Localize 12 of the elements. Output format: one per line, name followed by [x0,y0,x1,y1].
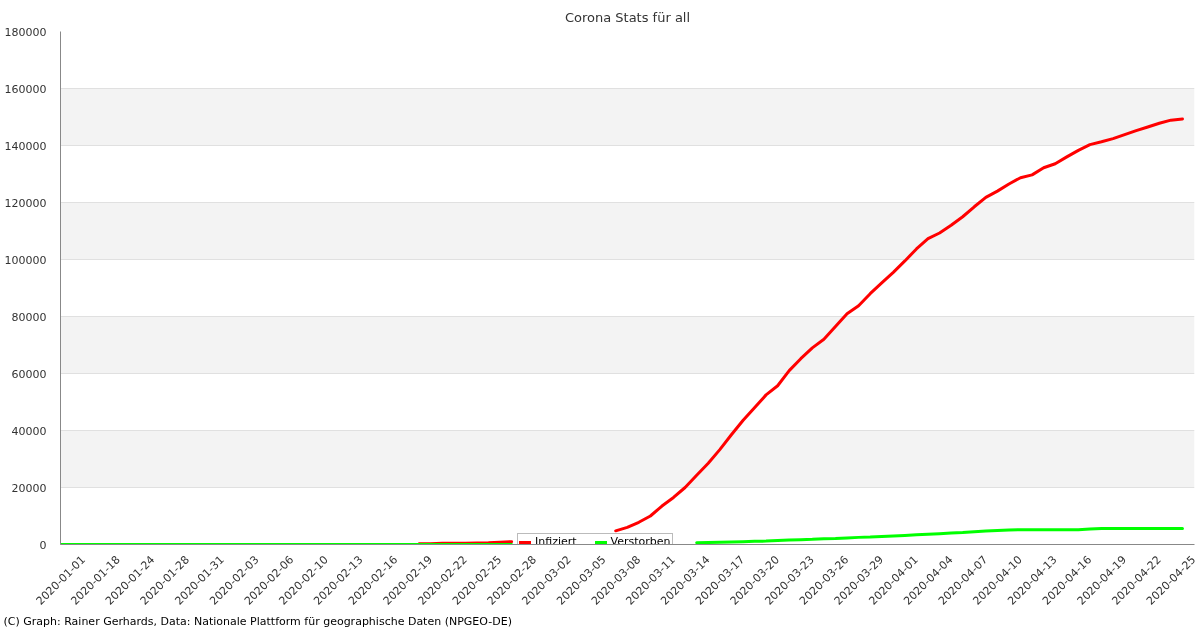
y-tick-label: 180000 [4,25,47,39]
y-tick-label: 120000 [4,196,47,210]
chart-title: Corona Stats für all [564,9,691,25]
y-tick-label: 0 [39,538,47,552]
y-tick-label: 140000 [4,139,47,153]
y-tick-label: 80000 [11,310,47,324]
y-tick-label: 160000 [4,82,47,96]
y-tick-label: 40000 [11,424,47,438]
text: (C) Graph: Rainer Gerhards, Data: Nationale Plattform für geographische Daten (NPGEO-DE) [3,614,512,628]
y-tick-label: 20000 [11,481,47,495]
y-tick-label: 60000 [11,367,47,381]
y-tick-label: 100000 [4,253,47,267]
